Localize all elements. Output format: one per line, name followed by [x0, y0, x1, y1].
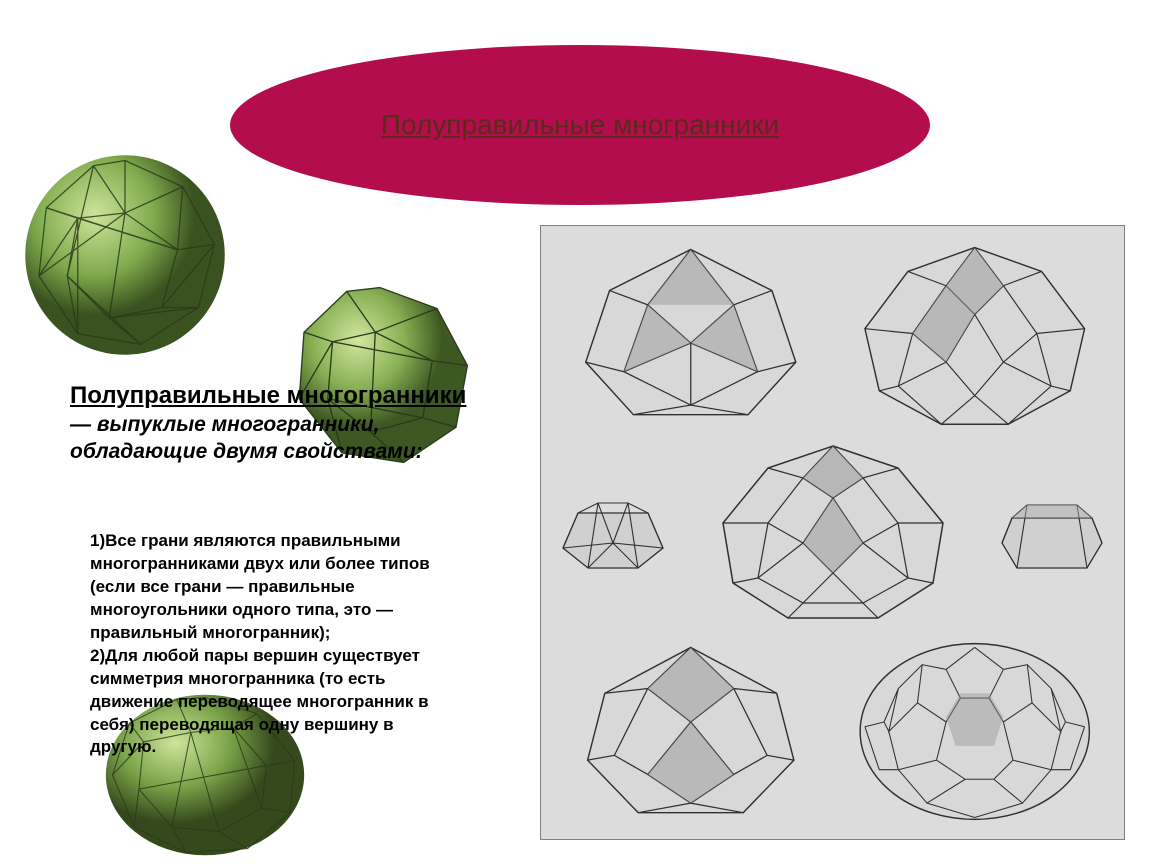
definition-body: — выпуклые многогранники, обладающие дву…: [70, 413, 423, 463]
gray-poly-antiprism: [553, 483, 673, 583]
gray-poly-prism: [992, 483, 1112, 583]
gray-poly-icosahedron: [553, 238, 829, 429]
definition-heading: Полуправильные многогранники: [70, 382, 466, 409]
title-ellipse: Полуправильные многранники: [230, 45, 930, 205]
green-polyhedron-1: [20, 150, 230, 360]
properties-text: 1)Все грани являются правильными многогр…: [90, 530, 450, 759]
gray-polyhedra-panel: [540, 225, 1125, 840]
gray-poly-trunc-icosa: [837, 636, 1113, 827]
gray-poly-rhombicubocta: [703, 438, 963, 628]
definition-block: Полуправильные многогранники — выпуклые …: [70, 380, 475, 466]
page-title: Полуправильные многранники: [381, 109, 779, 141]
gray-poly-cubocta: [553, 636, 829, 827]
gray-poly-icosidodeca: [837, 238, 1113, 429]
